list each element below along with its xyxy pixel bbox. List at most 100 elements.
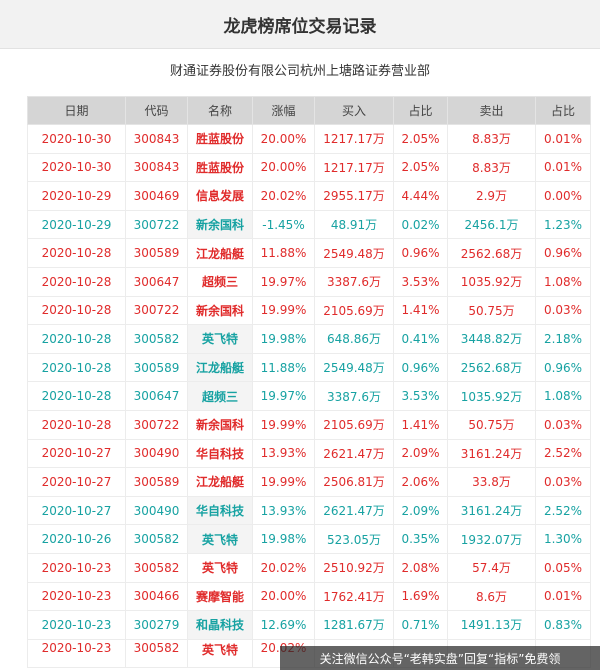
sell-pct-cell: 0.03%: [535, 295, 591, 326]
change-cell: -1.45%: [252, 209, 315, 240]
sell-amount-cell: 1035.92万: [447, 266, 536, 297]
stock-name-cell: 信息发展: [187, 181, 253, 211]
sell-pct-cell: 0.05%: [535, 552, 591, 583]
table-row[interactable]: 2020-10-28 300722 新余国科 19.99% 2105.69万 1.41% 5…: [27, 295, 591, 326]
table-row[interactable]: 2020-10-28 300722 新余国科 19.99% 2105.69万 1.41% 5…: [27, 409, 591, 440]
table-row[interactable]: 2020-10-23 300582 英飞特 20.02% 2510.92万 2.08% 57…: [27, 552, 591, 583]
stock-name-cell: 英飞特: [187, 552, 253, 583]
buy-pct-cell: 2.08%: [393, 552, 448, 583]
stock-name-cell: 和晶科技: [187, 610, 253, 640]
col-header-date: 日期: [27, 96, 126, 125]
sell-amount-cell: 1035.92万: [447, 381, 536, 411]
date-cell: 2020-10-27: [27, 438, 126, 469]
table-row[interactable]: 2020-10-23 300466 赛摩智能 20.00% 1762.41万 1.69% 8…: [27, 581, 591, 612]
buy-amount-cell: 2549.48万: [314, 352, 394, 383]
date-cell: 2020-10-29: [27, 181, 126, 211]
code-cell: 300490: [125, 438, 188, 469]
sell-pct-cell: 1.08%: [535, 381, 591, 411]
sell-pct-cell: 0.83%: [535, 610, 591, 640]
date-cell: 2020-10-23: [27, 552, 126, 583]
buy-pct-cell: 0.96%: [393, 238, 448, 268]
table-row[interactable]: 2020-10-27 300490 华自科技 13.93% 2621.47万 2.09% 3…: [27, 438, 591, 469]
date-cell: 2020-10-23: [27, 610, 126, 640]
table-row[interactable]: 2020-10-28 300647 超频三 19.97% 3387.6万 3.53% 103…: [27, 381, 591, 411]
buy-amount-cell: 2621.47万: [314, 495, 394, 526]
table-row[interactable]: 2020-10-27 300589 江龙船艇 19.99% 2506.81万 2.06% 3…: [27, 467, 591, 497]
stock-name-cell: 超频三: [187, 266, 253, 297]
sell-amount-cell: 3448.82万: [447, 324, 536, 354]
table-row[interactable]: 2020-10-29 300469 信息发展 20.02% 2955.17万 4.44% 2…: [27, 181, 591, 211]
table-row[interactable]: 2020-10-23 300279 和晶科技 12.69% 1281.67万 0.71% 1…: [27, 610, 591, 640]
table-row[interactable]: 2020-10-28 300589 江龙船艇 11.88% 2549.48万 0.96% 2…: [27, 352, 591, 383]
date-cell: 2020-10-27: [27, 467, 126, 497]
stock-name-cell: 超频三: [187, 381, 253, 411]
buy-amount-cell: 3387.6万: [314, 266, 394, 297]
buy-amount-cell: 2955.17万: [314, 181, 394, 211]
stock-name-cell: 华自科技: [187, 495, 253, 526]
col-header-change: 涨幅: [252, 96, 315, 125]
stock-name-cell: 英飞特: [187, 324, 253, 354]
code-cell: 300466: [125, 581, 188, 612]
table-row[interactable]: 2020-10-28 300589 江龙船艇 11.88% 2549.48万 0.96% 2…: [27, 238, 591, 268]
table-row[interactable]: 2020-10-28 300582 英飞特 19.98% 648.86万 0.41% 344…: [27, 324, 591, 354]
col-header-sell: 卖出: [447, 96, 536, 125]
sell-amount-cell: 1491.13万: [447, 610, 536, 640]
buy-pct-cell: 0.02%: [393, 209, 448, 240]
buy-pct-cell: 2.06%: [393, 467, 448, 497]
buy-amount-cell: 2506.81万: [314, 467, 394, 497]
wechat-watermark: 关注微信公众号“老韩实盘”回复“指标”免费领: [280, 646, 600, 670]
change-cell: 13.93%: [252, 495, 315, 526]
date-cell: 2020-10-28: [27, 295, 126, 326]
table-row[interactable]: 2020-10-28 300647 超频三 19.97% 3387.6万 3.53% 103…: [27, 266, 591, 297]
buy-amount-cell: 2621.47万: [314, 438, 394, 469]
sell-pct-cell: 0.01%: [535, 152, 591, 183]
code-cell: 300589: [125, 467, 188, 497]
change-cell: 19.97%: [252, 266, 315, 297]
sell-pct-cell: 2.52%: [535, 438, 591, 469]
trade-record-table: 日期 代码 名称 涨幅 买入 占比 卖出 占比 2020-10-30 300843…: [27, 96, 591, 669]
date-cell: 2020-10-23: [27, 638, 126, 669]
code-cell: 300582: [125, 324, 188, 354]
code-cell: 300722: [125, 295, 188, 326]
change-cell: 20.02%: [252, 181, 315, 211]
sell-pct-cell: 1.30%: [535, 524, 591, 554]
change-cell: 12.69%: [252, 610, 315, 640]
sell-pct-cell: 2.18%: [535, 324, 591, 354]
code-cell: 300722: [125, 409, 188, 440]
stock-name-cell: 胜蓝股份: [187, 124, 253, 154]
stock-name-cell: 新余国科: [187, 209, 253, 240]
table-row[interactable]: 2020-10-30 300843 胜蓝股份 20.00% 1217.17万 2.05% 8…: [27, 152, 591, 183]
buy-amount-cell: 3387.6万: [314, 381, 394, 411]
col-header-sell-pct: 占比: [535, 96, 591, 125]
code-cell: 300582: [125, 638, 188, 669]
change-cell: 13.93%: [252, 438, 315, 469]
change-cell: 19.98%: [252, 524, 315, 554]
code-cell: 300722: [125, 209, 188, 240]
stock-name-cell: 英飞特: [187, 638, 253, 669]
date-cell: 2020-10-28: [27, 266, 126, 297]
table-row[interactable]: 2020-10-26 300582 英飞特 19.98% 523.05万 0.35% 193…: [27, 524, 591, 554]
change-cell: 20.00%: [252, 124, 315, 154]
code-cell: 300843: [125, 124, 188, 154]
table-row[interactable]: 2020-10-27 300490 华自科技 13.93% 2621.47万 2.09% 3…: [27, 495, 591, 526]
stock-name-cell: 江龙船艇: [187, 352, 253, 383]
col-header-buy-pct: 占比: [393, 96, 448, 125]
code-cell: 300582: [125, 552, 188, 583]
date-cell: 2020-10-29: [27, 209, 126, 240]
sell-pct-cell: 2.52%: [535, 495, 591, 526]
sell-amount-cell: 57.4万: [447, 552, 536, 583]
sell-amount-cell: 2562.68万: [447, 352, 536, 383]
sell-amount-cell: 2562.68万: [447, 238, 536, 268]
sell-pct-cell: 0.03%: [535, 467, 591, 497]
change-cell: 11.88%: [252, 238, 315, 268]
buy-pct-cell: 0.96%: [393, 352, 448, 383]
date-cell: 2020-10-28: [27, 409, 126, 440]
table-row[interactable]: 2020-10-29 300722 新余国科 -1.45% 48.91万 0.02% 245…: [27, 209, 591, 240]
buy-amount-cell: 48.91万: [314, 209, 394, 240]
buy-pct-cell: 0.35%: [393, 524, 448, 554]
change-cell: 11.88%: [252, 352, 315, 383]
date-cell: 2020-10-30: [27, 124, 126, 154]
table-header-row: 日期 代码 名称 涨幅 买入 占比 卖出 占比: [27, 96, 591, 125]
sell-amount-cell: 33.8万: [447, 467, 536, 497]
table-row[interactable]: 2020-10-30 300843 胜蓝股份 20.00% 1217.17万 2.05% 8…: [27, 124, 591, 154]
